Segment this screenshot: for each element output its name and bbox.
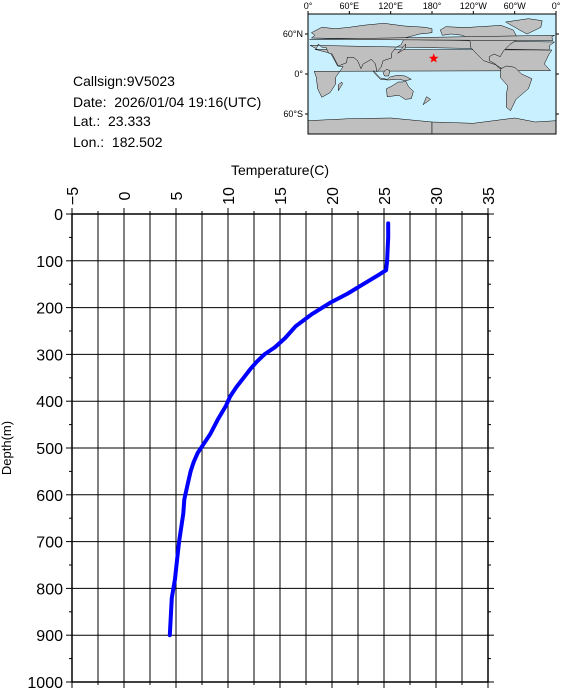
map-lon-label: 120°E <box>378 1 403 11</box>
y-tick-label: 500 <box>36 441 63 458</box>
map-lon-label: 120°W <box>460 1 488 11</box>
landmass <box>309 35 555 41</box>
map-lat-label: 60°S <box>283 109 303 119</box>
map-lon-label: 0° <box>552 1 561 11</box>
x-tick-label: −5 <box>65 187 82 205</box>
landmass <box>386 81 414 100</box>
map-lon-label: 0° <box>304 1 313 11</box>
y-tick-label: 1000 <box>27 675 63 690</box>
temperature-profile-line <box>167 221 391 638</box>
map-lon-label: 60°W <box>504 1 527 11</box>
x-tick-label: 20 <box>325 187 342 205</box>
landmass <box>499 65 533 112</box>
x-tick-label: 0 <box>117 191 134 200</box>
landmass <box>382 69 391 77</box>
lon-text: Lon.: 182.502 <box>73 134 163 150</box>
map-lon-label: 60°E <box>340 1 360 11</box>
callsign-text: Callsign:9V5023 <box>73 73 175 89</box>
landmass <box>373 70 412 81</box>
x-axis-label: Temperature(C) <box>231 162 329 178</box>
y-tick-label: 600 <box>36 488 63 505</box>
y-tick-label: 900 <box>36 628 63 645</box>
y-tick-label: 0 <box>54 207 63 224</box>
date-text: Date: 2026/01/04 19:16(UTC) <box>73 94 262 110</box>
x-tick-label: 10 <box>221 187 238 205</box>
y-tick-label: 700 <box>36 535 63 552</box>
y-axis-label: Depth(m) <box>0 421 14 475</box>
plot-ticks <box>66 208 494 688</box>
y-tick-label: 200 <box>36 301 63 318</box>
plot-grid <box>71 214 489 682</box>
x-tick-label: 5 <box>169 191 186 200</box>
station-star-icon <box>429 53 439 63</box>
x-tick-label: 35 <box>481 187 498 205</box>
y-tick-label: 400 <box>36 394 63 411</box>
x-tick-label: 25 <box>377 187 394 205</box>
x-tick-label: 15 <box>273 187 290 205</box>
map-frame <box>307 13 557 135</box>
lat-text: Lat.: 23.333 <box>73 113 151 129</box>
landmass <box>309 23 556 73</box>
y-tick-label: 300 <box>36 347 63 364</box>
world-map: 0° 60°E 120°E 180° 120°W 60°W 0° 60°N 0° 60°S <box>283 1 561 135</box>
landmass <box>338 81 343 92</box>
landmass <box>397 43 407 54</box>
map-land <box>307 18 557 135</box>
y-tick-label: 100 <box>36 254 63 271</box>
landmass <box>307 117 433 135</box>
landmass <box>422 96 432 105</box>
map-lat-label: 60°N <box>283 29 303 39</box>
y-tick-label: 800 <box>36 581 63 598</box>
map-lon-label: 180° <box>423 1 442 11</box>
profile-plot: −5 0 5 10 15 20 25 30 35 01002003004005006007008… <box>0 162 498 690</box>
x-tick-label: 30 <box>429 187 446 205</box>
landmass <box>504 18 543 35</box>
map-lat-label: 0° <box>294 69 303 79</box>
